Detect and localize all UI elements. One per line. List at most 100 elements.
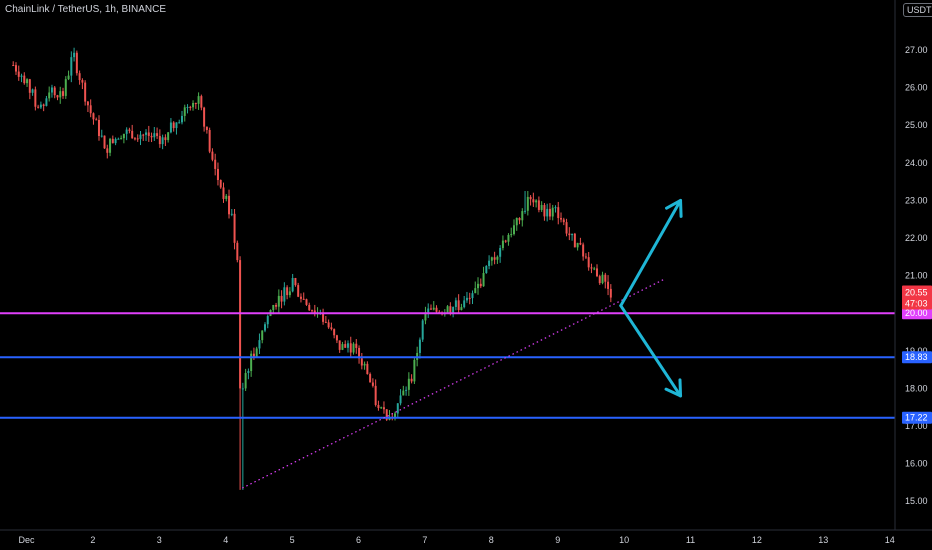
candle xyxy=(236,240,239,263)
candle-body xyxy=(382,407,385,410)
candle xyxy=(142,133,145,141)
candle xyxy=(573,232,576,248)
candle xyxy=(297,282,300,298)
candle xyxy=(346,340,349,353)
candle xyxy=(405,386,408,396)
candle-body xyxy=(183,107,186,116)
candle-body xyxy=(62,91,65,96)
candle-body xyxy=(413,359,416,382)
candle xyxy=(543,203,546,221)
candle-body xyxy=(571,233,574,236)
candle-body xyxy=(582,244,585,257)
candle xyxy=(120,135,123,140)
candle-body xyxy=(352,343,355,353)
candle-body xyxy=(435,307,438,312)
candle xyxy=(266,314,269,329)
candle xyxy=(557,201,560,225)
candles-layer xyxy=(12,47,612,490)
time-axis[interactable] xyxy=(0,530,932,550)
candle-body xyxy=(97,119,100,137)
candle xyxy=(551,204,554,221)
candle xyxy=(258,333,261,354)
candle xyxy=(460,303,463,311)
candle xyxy=(521,208,524,227)
candle-body xyxy=(432,307,435,310)
candle-body xyxy=(139,134,142,139)
candle xyxy=(388,410,391,421)
candle xyxy=(410,374,413,384)
candle xyxy=(515,217,518,231)
candle xyxy=(421,319,424,342)
price-tick-label: 16.00 xyxy=(905,459,928,469)
candle xyxy=(399,389,402,406)
projection-arrow-down-head xyxy=(664,378,683,398)
candle-body xyxy=(258,340,261,349)
candle xyxy=(595,264,598,278)
time-tick-label: Dec xyxy=(18,535,35,545)
candle-body xyxy=(84,82,87,102)
candle-body xyxy=(167,132,170,141)
candle xyxy=(247,368,250,380)
candle-body xyxy=(477,283,480,289)
candle xyxy=(133,137,136,141)
candle xyxy=(153,126,156,141)
candle xyxy=(488,255,491,270)
candle-body xyxy=(277,295,280,307)
candle-body xyxy=(89,105,92,114)
candle xyxy=(81,78,84,90)
candle-body xyxy=(490,257,493,261)
time-tick-label: 7 xyxy=(422,535,427,545)
candle-body xyxy=(524,210,527,212)
candle xyxy=(239,256,242,490)
candle-body xyxy=(322,312,325,322)
candle-body xyxy=(189,106,192,108)
current-price-label: 20.55 xyxy=(905,288,928,298)
candle xyxy=(446,304,449,313)
candle-body xyxy=(327,322,330,328)
candle xyxy=(374,379,377,407)
candle-body xyxy=(535,200,538,203)
candle xyxy=(344,340,347,348)
levels-layer xyxy=(0,312,895,419)
candle-body xyxy=(465,297,468,301)
candle-body xyxy=(145,132,148,135)
candle xyxy=(183,104,186,122)
candle-body xyxy=(45,98,48,106)
candle-body xyxy=(452,306,455,314)
candle xyxy=(499,245,502,263)
candle-body xyxy=(568,233,571,236)
candle-body xyxy=(418,339,421,353)
candle xyxy=(89,99,92,118)
candle-body xyxy=(50,87,53,93)
candle xyxy=(228,189,231,219)
candle xyxy=(150,132,153,143)
current-price-tag xyxy=(902,285,932,310)
candle xyxy=(37,104,40,109)
candle xyxy=(424,306,427,325)
candle-body xyxy=(266,316,269,325)
candle-body xyxy=(133,138,136,140)
candle-body xyxy=(540,205,543,210)
candle-body xyxy=(230,213,233,215)
candle xyxy=(197,92,200,110)
candle xyxy=(571,233,574,241)
candle xyxy=(97,115,100,141)
candle xyxy=(263,322,266,333)
candle xyxy=(70,51,73,83)
currency-label[interactable]: USDT xyxy=(903,3,932,17)
candle-body xyxy=(147,132,150,136)
candle xyxy=(275,302,278,310)
candle-body xyxy=(111,138,114,144)
candle-body xyxy=(576,242,579,248)
candle-body xyxy=(73,52,76,58)
candle xyxy=(139,130,142,146)
candle-body xyxy=(457,300,460,311)
candle-body xyxy=(358,347,361,359)
candle-body xyxy=(587,257,590,268)
time-tick-label: 11 xyxy=(686,535,695,545)
candle-body xyxy=(214,159,217,169)
price-axis[interactable] xyxy=(895,0,932,530)
candle-body xyxy=(501,240,504,249)
time-tick-label: 2 xyxy=(90,535,95,545)
